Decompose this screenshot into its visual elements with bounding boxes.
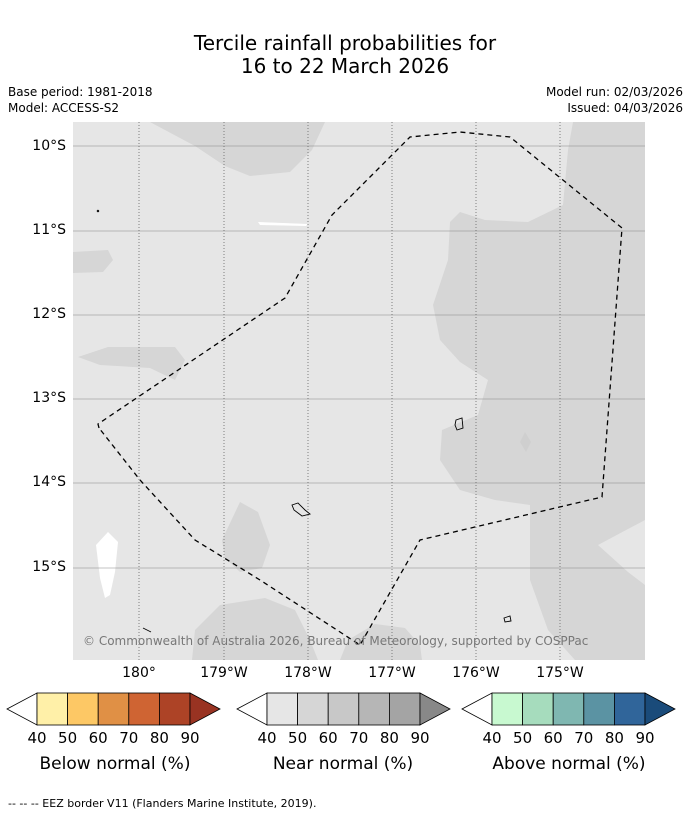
colorbar-near-normal [236,692,451,726]
islands [96,209,512,633]
near-normal-region [78,347,185,380]
colorbar-above-normal [461,692,676,726]
near-normal-region [340,624,422,660]
lon-label: 180° [122,665,156,681]
colorbar-tick-label: 60 [318,729,338,747]
colorbar-segment [67,692,99,726]
below-normal-gap [258,222,308,226]
colorbar-tick-label: 70 [349,729,369,747]
colorbar-tick-label: 50 [513,729,533,747]
lon-label: 175°W [536,665,584,681]
colorbar-tick-label: 40 [27,729,47,747]
colorbar-segment [552,692,585,726]
colorbar-segment [358,692,390,726]
colorbar-above-label: Above normal (%) [492,754,646,774]
lat-label: 11°S [32,222,66,238]
colorbar-under-triangle [461,692,493,726]
below-normal-gap [96,532,118,598]
colorbar-segment [522,692,554,726]
near-normal-region [433,122,645,660]
near-normal-region [192,598,318,660]
colorbar-segment [36,692,69,726]
lat-label: 10°S [32,138,66,154]
colorbar-segment [266,692,299,726]
model-run: Model run: 02/03/2026 [545,85,683,99]
lat-label: 14°S [32,474,66,490]
near-normal-region [520,432,531,452]
colorbar-segment [128,692,160,726]
colorbar-tick-label: 90 [635,729,655,747]
colorbar-tick-label: 40 [482,729,502,747]
island [291,502,311,517]
colorbar-tick-label: 80 [379,729,399,747]
eez-footnote: -- -- -- EEZ border V11 (Flanders Marine… [8,797,317,810]
colorbar-under-triangle [236,692,268,726]
issued-date: Issued: 04/03/2026 [567,101,683,115]
chart-title-line2: 16 to 22 March 2026 [240,54,450,78]
colorbar-tick-label: 40 [257,729,277,747]
colorbar-segment [388,692,421,726]
near-normal-region [73,250,113,273]
colorbar-tick-label: 50 [58,729,78,747]
copyright-text: © Commonwealth of Australia 2026, Bureau… [83,634,588,648]
colorbar-tick-label: 90 [410,729,430,747]
base-period: Base period: 1981-2018 [8,85,153,99]
colorbar-segment [583,692,615,726]
island [142,627,152,633]
island [96,209,100,213]
model-name: Model: ACCESS-S2 [8,101,120,115]
colorbar-below-label: Below normal (%) [39,754,191,774]
lon-label: 177°W [368,665,416,681]
lat-label: 12°S [32,306,66,322]
lat-label: 15°S [32,559,66,575]
colorbar-tick-label: 60 [543,729,563,747]
colorbar-segment [614,692,646,726]
latitude-gridlines [73,145,645,569]
near-normal-region [150,122,325,176]
colorbar-over-triangle [189,692,221,726]
colorbar-tick-label: 80 [604,729,624,747]
eez-border [97,131,623,646]
lon-label: 178°W [284,665,332,681]
near-normal-region [222,502,270,572]
colorbar-tick-label: 80 [149,729,169,747]
island [503,615,512,623]
lon-label: 176°W [452,665,500,681]
colorbar-below-normal [6,692,221,726]
colorbar-tick-label: 60 [88,729,108,747]
colorbar-over-triangle [419,692,451,726]
colorbar-segment [297,692,329,726]
colorbar-under-triangle [6,692,38,726]
colorbar-tick-label: 70 [119,729,139,747]
colorbar-segment [97,692,130,726]
colorbar-tick-label: 90 [180,729,200,747]
colorbar-segment [158,692,191,726]
colorbar-tick-label: 70 [574,729,594,747]
colorbar-segment [327,692,360,726]
colorbar-over-triangle [644,692,676,726]
colorbar-tick-label: 50 [288,729,308,747]
lon-label: 179°W [200,665,248,681]
chart-title-line1: Tercile rainfall probabilities for [193,31,497,55]
colorbar-segment [491,692,524,726]
colorbar-near-label: Near normal (%) [272,754,414,774]
lat-label: 13°S [32,390,66,406]
island [454,417,464,431]
